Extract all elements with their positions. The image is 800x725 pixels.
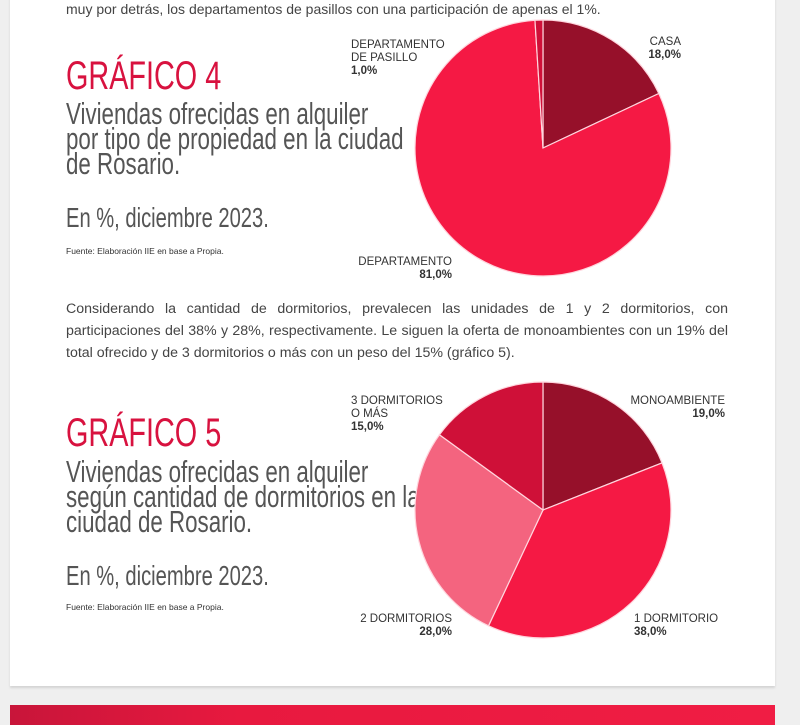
grafico5-source: Fuente: Elaboración IIE en base a Propia… bbox=[66, 602, 224, 612]
slice-value: 19,0% bbox=[692, 408, 725, 420]
slice-label: O MÁS bbox=[351, 408, 389, 420]
pie-slice-2-dormitorios bbox=[414, 433, 544, 627]
grafico4-title: GRÁFICO 4 bbox=[66, 54, 222, 98]
slice-value: 28,0% bbox=[419, 626, 452, 638]
grafico5-subtitle: Viviendas ofrecidas en alquiler según ca… bbox=[66, 454, 420, 539]
pie-slice-monoambiente bbox=[542, 381, 663, 511]
pie-slice-departamento bbox=[414, 19, 672, 277]
pie-slice-departamento-de-pasillo bbox=[534, 19, 544, 149]
body-paragraph: Considerando la cantidad de dormitorios,… bbox=[66, 301, 728, 361]
grafico4-unit: En %, diciembre 2023. bbox=[66, 202, 269, 233]
slice-label: 3 DORMITORIOS bbox=[351, 395, 443, 407]
intro-text: muy por detrás, los departamentos de pas… bbox=[66, 1, 601, 17]
slice-value: 15,0% bbox=[351, 421, 384, 433]
slice-value: 81,0% bbox=[419, 269, 452, 281]
slice-label: CASA bbox=[649, 36, 681, 48]
slice-label: MONOAMBIENTE bbox=[630, 395, 725, 407]
grafico4-source: Fuente: Elaboración IIE en base a Propia… bbox=[66, 246, 224, 256]
slice-label: DEPARTAMENTO bbox=[351, 39, 445, 51]
label-monoambiente: MONOAMBIENTE 19,0% bbox=[630, 395, 725, 421]
subtitle-line: ciudad de Rosario. bbox=[66, 504, 253, 539]
label-departamento-pasillo: DEPARTAMENTO DE PASILLO 1,0% bbox=[351, 39, 445, 78]
label-casa: CASA 18,0% bbox=[648, 36, 681, 62]
subtitle-line: por tipo de propiedad en la ciudad bbox=[66, 121, 404, 156]
slice-label: DE PASILLO bbox=[351, 52, 418, 64]
pie-slice-1-dormitorio bbox=[487, 462, 672, 639]
slice-value: 1,0% bbox=[351, 65, 378, 77]
pie-chart-4 bbox=[414, 19, 672, 277]
grafico4-subtitle: Viviendas ofrecidas en alquiler por tipo… bbox=[66, 96, 404, 181]
slice-value: 38,0% bbox=[634, 626, 667, 638]
grafico5-title: GRÁFICO 5 bbox=[66, 411, 222, 455]
next-page-header bbox=[10, 705, 775, 725]
slice-label: DEPARTAMENTO bbox=[358, 256, 452, 268]
label-1-dormitorio: 1 DORMITORIO 38,0% bbox=[634, 613, 718, 639]
pie-chart-5 bbox=[414, 381, 672, 639]
subtitle-line: Viviendas ofrecidas en alquiler bbox=[66, 454, 369, 489]
label-2-dormitorios: 2 DORMITORIOS 28,0% bbox=[360, 613, 452, 639]
label-departamento: DEPARTAMENTO 81,0% bbox=[358, 256, 452, 282]
subtitle-line: según cantidad de dormitorios en la bbox=[66, 479, 420, 514]
grafico5-unit: En %, diciembre 2023. bbox=[66, 560, 269, 591]
pie-slice-3-dormitorios-o-más bbox=[438, 381, 544, 512]
slice-value: 18,0% bbox=[648, 49, 681, 61]
subtitle-line: de Rosario. bbox=[66, 146, 181, 181]
slice-label: 1 DORMITORIO bbox=[634, 613, 719, 625]
label-3-dormitorios: 3 DORMITORIOS O MÁS 15,0% bbox=[351, 395, 443, 434]
pie-slice-casa bbox=[542, 19, 660, 149]
subtitle-line: Viviendas ofrecidas en alquiler bbox=[66, 96, 369, 131]
slice-label: 2 DORMITORIOS bbox=[360, 613, 452, 625]
